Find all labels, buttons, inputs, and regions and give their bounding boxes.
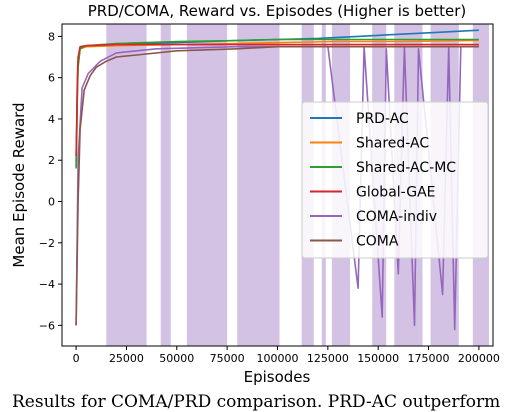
- x-axis-label: Episodes: [244, 368, 311, 386]
- chart-title: PRD/COMA, Reward vs. Episodes (Higher is…: [88, 2, 466, 20]
- legend-label: Global-GAE: [356, 185, 436, 201]
- shaded-band: [237, 24, 280, 346]
- x-tick-label: 50000: [159, 352, 194, 365]
- y-tick-label: 6: [48, 72, 55, 85]
- legend-box: [301, 101, 489, 259]
- shaded-band: [106, 24, 147, 346]
- x-tick-label: 200000: [458, 352, 500, 365]
- legend-label: Shared-AC-MC: [356, 160, 456, 176]
- x-axis: 0 25000 50000 75000 100000 125000 150000 175000…: [73, 346, 500, 365]
- y-axis-label: Mean Episode Reward: [10, 102, 28, 267]
- series-line-coma: [75, 45, 479, 326]
- legend-label: PRD-AC: [356, 111, 409, 127]
- figure-caption: Results for COMA/PRD comparison. PRD-AC …: [12, 392, 501, 412]
- y-tick-label: 8: [48, 30, 55, 43]
- y-tick-label: 4: [48, 113, 55, 126]
- chart-figure: PRD/COMA, Reward vs. Episodes (Higher is…: [10, 2, 500, 386]
- y-tick-label: −6: [39, 319, 55, 332]
- shaded-band: [186, 24, 228, 346]
- y-tick-label: −4: [39, 278, 55, 291]
- x-tick-label: 125000: [307, 352, 349, 365]
- shaded-band: [160, 24, 171, 346]
- x-tick-label: 0: [73, 352, 80, 365]
- series-line-global-gae: [75, 43, 479, 157]
- y-tick-label: −2: [39, 237, 55, 250]
- y-axis: −6 −4 −2 0 2 4 6 8: [39, 30, 62, 332]
- legend: PRD-AC Shared-AC Shared-AC-MC Global-GAE COM…: [301, 101, 489, 259]
- y-tick-label: 2: [48, 154, 55, 167]
- y-tick-label: 0: [48, 196, 55, 209]
- x-tick-label: 25000: [109, 352, 144, 365]
- x-tick-label: 75000: [210, 352, 245, 365]
- x-tick-label: 150000: [357, 352, 399, 365]
- x-tick-label: 175000: [408, 352, 450, 365]
- legend-label: Shared-AC: [356, 136, 429, 152]
- legend-label: COMA-indiv: [356, 209, 437, 225]
- x-tick-label: 100000: [257, 352, 299, 365]
- legend-label: COMA: [356, 234, 399, 250]
